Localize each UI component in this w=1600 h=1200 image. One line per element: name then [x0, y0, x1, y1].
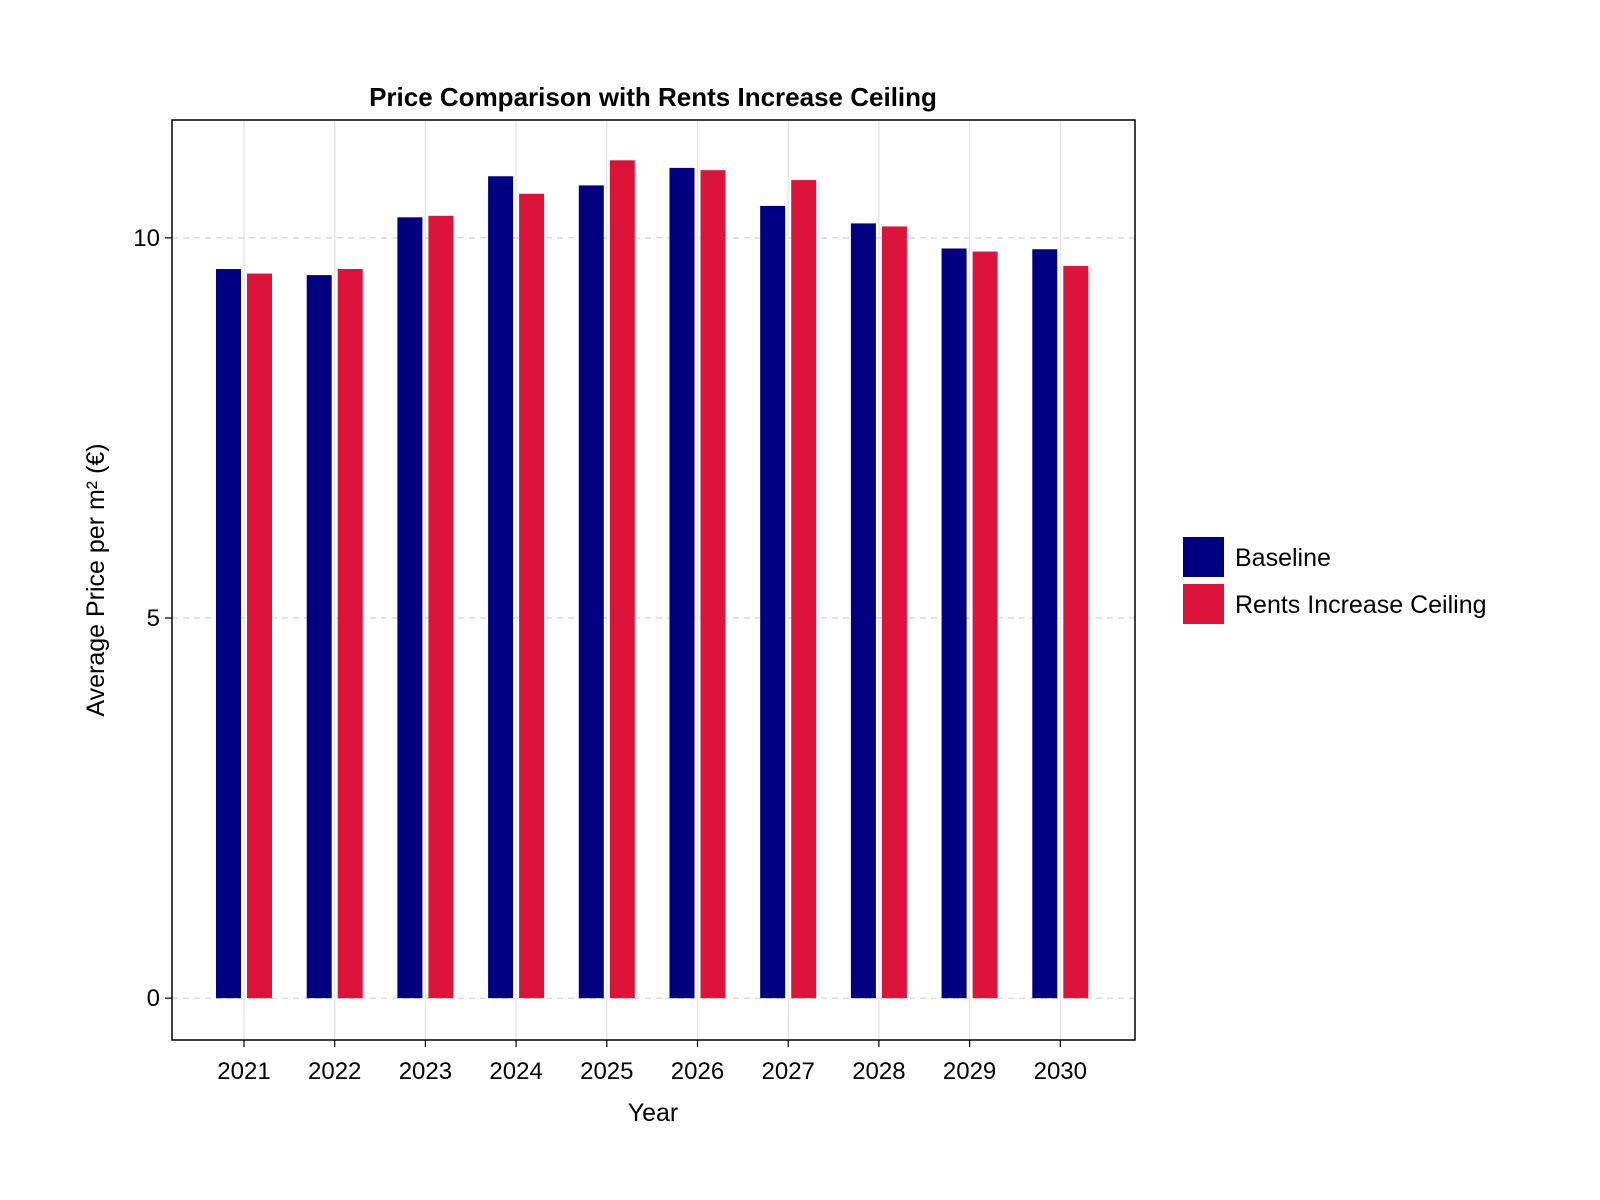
y-axis-label: Average Price per m² (€) — [82, 443, 110, 716]
bar-rents-increase-ceiling-2024 — [519, 193, 545, 999]
bar-rents-increase-ceiling-2029 — [972, 251, 998, 999]
legend-swatch-rents-increase-ceiling — [1183, 584, 1224, 624]
x-tick-label: 2024 — [489, 1058, 542, 1085]
grid-lines — [172, 120, 1135, 1040]
x-tick-label: 2022 — [308, 1058, 361, 1085]
plot-frame — [171, 119, 1136, 1041]
bar-baseline-2027 — [760, 205, 786, 999]
bar-baseline-2026 — [669, 167, 695, 999]
bar-rents-increase-ceiling-2022 — [337, 269, 363, 999]
bar-rents-increase-ceiling-2025 — [609, 160, 635, 999]
x-tick-label: 2028 — [852, 1058, 905, 1085]
bar-baseline-2024 — [488, 176, 514, 999]
legend-swatch-baseline — [1183, 537, 1224, 577]
legend-label-rents-increase-ceiling: Rents Increase Ceiling — [1235, 591, 1487, 619]
legend-label-baseline: Baseline — [1235, 544, 1331, 572]
chart-title: Price Comparison with Rents Increase Cei… — [369, 82, 937, 112]
x-tick-label: 2027 — [762, 1058, 815, 1085]
y-tick-label: 5 — [147, 605, 160, 632]
bar-rents-increase-ceiling-2026 — [700, 170, 726, 999]
y-tick-label: 10 — [133, 225, 160, 252]
bar-baseline-2025 — [578, 185, 604, 999]
bar-baseline-2021 — [216, 269, 241, 999]
legend: Baseline Rents Increase Ceiling — [1183, 537, 1487, 624]
x-tick-label: 2025 — [580, 1058, 633, 1085]
x-tick-label: 2023 — [399, 1058, 452, 1085]
bar-baseline-2030 — [1032, 249, 1058, 999]
bar-rents-increase-ceiling-2023 — [428, 215, 454, 999]
x-tick-label: 2029 — [943, 1058, 996, 1085]
axis-ticks: 0 5 10 2021 2022 2023 2024 2025 2026 2027 2028 2029… — [133, 225, 1087, 1085]
x-tick-label: 2021 — [217, 1058, 270, 1085]
x-axis-label: Year — [628, 1099, 679, 1127]
bar-baseline-2023 — [397, 217, 423, 999]
bar-rents-increase-ceiling-2021 — [247, 273, 272, 999]
x-tick-label: 2030 — [1034, 1058, 1087, 1085]
y-tick-label: 0 — [147, 985, 160, 1012]
bar-rents-increase-ceiling-2028 — [881, 226, 907, 999]
x-tick-label: 2026 — [671, 1058, 724, 1085]
bar-baseline-2022 — [306, 275, 332, 999]
bar-baseline-2028 — [850, 223, 876, 999]
bar-rents-increase-ceiling-2030 — [1063, 265, 1089, 999]
bar-baseline-2029 — [941, 248, 967, 999]
bars — [216, 160, 1089, 999]
bar-rents-increase-ceiling-2027 — [791, 180, 817, 999]
